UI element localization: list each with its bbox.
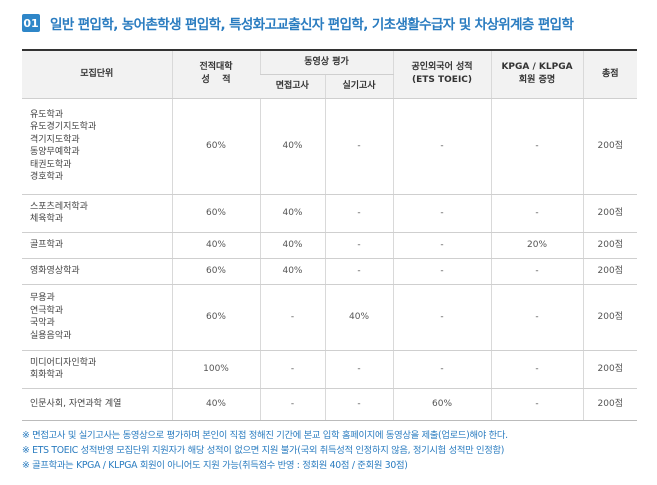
cell-english: 60% [392, 388, 492, 421]
cell-transcript: 60% [171, 258, 260, 285]
table-row: 미디어디자인학과 회화학과 100% - - - -200점 [22, 350, 638, 389]
table-row: 유도학과 유도경기지도학과 격기지도학과 동양무예학과 태권도학과 경호학과 60% 40% -… [22, 98, 638, 195]
table-row: 스포츠레저학과 체육학과 60% 40% - - -200점 [22, 194, 638, 233]
cell-transcript: 60% [171, 194, 260, 233]
cell-practical: - [324, 194, 394, 233]
cell-practical: - [324, 232, 394, 259]
table-row: 인문사회, 자연과학 계열 40% - -60% -200점 [22, 388, 638, 421]
cell-transcript: 60% [171, 284, 260, 351]
cell-total: 200점 [582, 194, 638, 233]
cell-kpga: - [490, 98, 584, 195]
cell-total: 200점 [582, 350, 638, 389]
header-total: 총점 [582, 49, 638, 99]
section-heading: 일반 편입학, 농어촌학생 편입학, 특성화고교출신자 편입학, 기초생활수급자… [50, 17, 574, 33]
cell-total: 200점 [582, 98, 638, 195]
department-name: 실용음악과 [30, 330, 72, 341]
department-name: 경호학과 [30, 172, 64, 182]
header-unit: 모집단위 [22, 49, 172, 99]
cell-total: 200점 [582, 258, 638, 285]
cell-kpga: - [490, 350, 584, 389]
cell-total: 200점 [582, 232, 638, 259]
cell-practical: - [324, 388, 394, 421]
cell-interview: 40% [259, 98, 325, 195]
cell-transcript: 40% [171, 388, 260, 421]
cell-interview: - [259, 284, 325, 351]
admission-criteria-table: 모집단위 전적대학 성 적 동영상 평가 공인외국어 성적 (ETS TOEIC… [22, 49, 638, 421]
department-name: 유도학과 [30, 109, 64, 120]
header-transcript: 전적대학 성 적 [171, 49, 260, 99]
cell-english: - [392, 194, 492, 233]
department-name: 회화학과 [30, 370, 64, 380]
department-name: 유도경기지도학과 [30, 122, 97, 132]
department-name: 태권도학과 [30, 159, 72, 170]
cell-practical: - [324, 258, 394, 285]
table-header-row: 모집단위 전적대학 성 적 동영상 평가 공인외국어 성적 (ETS TOEIC… [22, 49, 638, 99]
table-row: 영화영상학과 60% 40% - - -200점 [22, 258, 638, 285]
table-row: 무용과 연극학과 국악과 실용음악과 60% -40% - -200점 [22, 284, 638, 351]
footnote: ※ 골프학과는 KPGA / KLPGA 회원이 아니어도 지원 가능(취득점수… [22, 460, 408, 471]
table-row: 골프학과 40% 40% - -20% 200점 [22, 232, 638, 259]
footnote: ※ ETS TOEIC 성적반영 모집단위 지원자가 해당 성적이 없으면 지원… [22, 445, 505, 456]
cell-kpga: - [490, 258, 584, 285]
department-name: 연극학과 [30, 305, 64, 316]
department-name: 스포츠레저학과 [30, 201, 88, 212]
cell-interview: - [259, 350, 325, 389]
cell-kpga: - [490, 284, 584, 351]
cell-interview: - [259, 388, 325, 421]
cell-practical: - [324, 98, 394, 195]
cell-practical: 40% [324, 284, 394, 351]
cell-total: 200점 [582, 388, 638, 421]
header-english: 공인외국어 성적 (ETS TOEIC) [392, 49, 492, 99]
cell-departments: 인문사회, 자연과학 계열 [22, 388, 172, 421]
footnotes: ※ 면접고사 및 실기고사는 동영상으로 평가하며 본인이 직접 정해진 기간에… [22, 428, 508, 473]
section-number-badge: 01 [22, 14, 40, 32]
department-name: 영화영상학과 [30, 265, 80, 276]
cell-english: - [392, 232, 492, 259]
cell-interview: 40% [259, 194, 325, 233]
cell-interview: 40% [259, 258, 325, 285]
cell-transcript: 100% [171, 350, 260, 389]
table-subheader-row: 면접고사 실기고사 [22, 74, 637, 99]
department-name: 국악과 [30, 318, 55, 328]
header-video-eval: 동영상 평가 [259, 49, 394, 75]
cell-interview: 40% [259, 232, 325, 259]
cell-english: - [392, 350, 492, 389]
header-interview: 면접고사 [260, 74, 325, 99]
footnote: ※ 면접고사 및 실기고사는 동영상으로 평가하며 본인이 직접 정해진 기간에… [22, 430, 508, 441]
cell-english: - [392, 258, 492, 285]
department-name: 동양무예학과 [30, 147, 80, 157]
cell-transcript: 40% [171, 232, 260, 259]
cell-departments: 영화영상학과 [22, 258, 172, 285]
table-body: 유도학과 유도경기지도학과 격기지도학과 동양무예학과 태권도학과 경호학과 60% 40% -… [22, 98, 638, 421]
department-name: 골프학과 [30, 239, 64, 250]
cell-practical: - [324, 350, 394, 389]
department-name: 무용과 [30, 293, 55, 303]
department-name: 격기지도학과 [30, 134, 80, 145]
cell-kpga: - [490, 194, 584, 233]
cell-kpga: 20% [490, 232, 584, 259]
cell-transcript: 60% [171, 98, 260, 195]
department-name: 체육학과 [30, 214, 64, 224]
cell-english: - [392, 98, 492, 195]
header-practical: 실기고사 [324, 74, 394, 99]
department-name: 미디어디자인학과 [30, 357, 97, 368]
cell-departments: 골프학과 [22, 232, 172, 259]
section-title: 01 일반 편입학, 농어촌학생 편입학, 특성화고교출신자 편입학, 기초생활… [22, 13, 574, 33]
department-name: 인문사회, 자연과학 계열 [30, 398, 122, 409]
cell-kpga: - [490, 388, 584, 421]
header-kpga: KPGA / KLPGA 회원 증명 [490, 49, 584, 99]
cell-total: 200점 [582, 284, 638, 351]
cell-english: - [392, 284, 492, 351]
